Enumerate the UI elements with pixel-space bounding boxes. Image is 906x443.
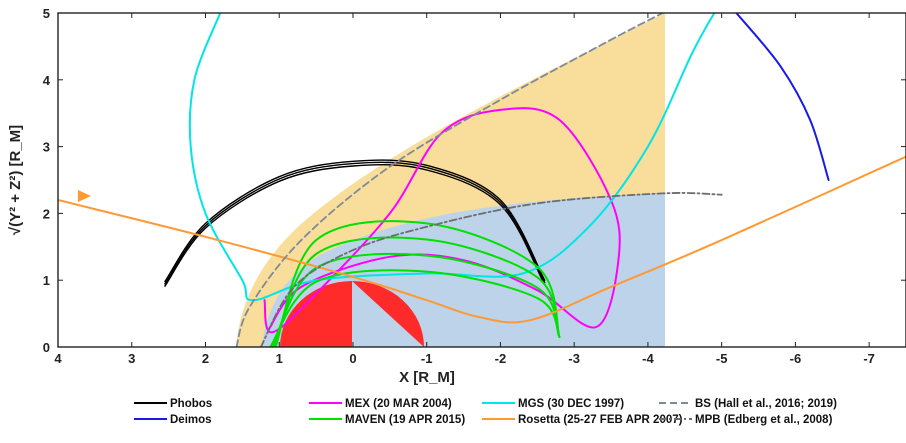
legend: Phobos Deimos MEX (20 MAR 2004) MAVEN (19 A…: [134, 398, 837, 426]
series-rosetta-25-27-feb-apr-2007: [58, 155, 906, 324]
legend-label: Deimos: [170, 414, 212, 426]
y-tick-label: 2: [43, 206, 50, 221]
mars-nightside: [352, 281, 424, 347]
series-layer: [58, 13, 906, 347]
legend-label: MAVEN (19 APR 2015): [345, 414, 465, 426]
legend-label: Rosetta (25-27 FEB APR 2007): [518, 414, 683, 426]
legend-item: MGS (30 DEC 1997): [482, 398, 624, 410]
mars-body: [280, 281, 352, 347]
x-tick-label: -1: [421, 351, 433, 366]
legend-item: Phobos: [134, 398, 212, 410]
x-tick-label: -3: [568, 351, 580, 366]
series-mgs-30-dec-1997: [188, 13, 716, 302]
legend-item: BS (Hall et al., 2016; 2019): [659, 398, 837, 410]
x-tick-label: 1: [276, 351, 283, 366]
x-tick-label: -7: [863, 351, 875, 366]
legend-label: MPB (Edberg et al., 2008): [695, 414, 833, 426]
y-tick-label: 0: [43, 340, 50, 355]
x-ticks: 4 3 2 1 0 -1 -2 -3 -4 -5 -6 -7: [54, 13, 875, 366]
x-tick-label: -5: [716, 351, 728, 366]
series-bs-hall-et-al-2016-2019: [235, 13, 664, 347]
series-line-phobos-0: [164, 159, 546, 283]
plot-frame: [57, 12, 906, 348]
series-line-mgs-30-dec-1997: [188, 13, 716, 302]
series-line-bs-hall-et-al-2016-2019: [235, 13, 664, 347]
legend-item: Rosetta (25-27 FEB APR 2007): [482, 414, 683, 426]
legend-label: Phobos: [170, 398, 212, 410]
legend-item: MEX (20 MAR 2004): [309, 398, 452, 410]
series-deimos: [735, 13, 830, 181]
legend-label: MEX (20 MAR 2004): [345, 398, 452, 410]
series-line-deimos: [735, 13, 830, 181]
series-line-rosetta-25-27-feb-apr-2007: [58, 155, 906, 324]
y-tick-label: 1: [43, 273, 50, 288]
series-line-maven-19-apr-2015-0: [274, 220, 561, 347]
series-line-maven-19-apr-2015-2: [271, 252, 561, 347]
x-axis-label: X [R_M]: [399, 369, 455, 386]
y-tick-label: 3: [43, 140, 50, 155]
x-tick-label: -2: [495, 351, 507, 366]
series-line-mpb-edberg-et-al-2008: [259, 192, 723, 347]
legend-label: BS (Hall et al., 2016; 2019): [695, 398, 837, 410]
x-tick-label: 4: [54, 351, 62, 366]
y-tick-label: 5: [43, 6, 50, 21]
y-axis-label: √(Y² + Z²) [R_M]: [7, 125, 24, 235]
series-line-maven-19-apr-2015-1: [272, 236, 561, 347]
x-tick-label: -4: [642, 351, 654, 366]
legend-item: MPB (Edberg et al., 2008): [659, 414, 833, 426]
y-ticks: 0 1 2 3 4 5: [43, 6, 906, 355]
series-mpb-edberg-et-al-2008: [259, 192, 723, 347]
series-phobos: [164, 159, 546, 287]
y-tick-label: 4: [43, 73, 51, 88]
x-tick-label: 2: [202, 351, 209, 366]
legend-item: MAVEN (19 APR 2015): [309, 414, 465, 426]
legend-item: Deimos: [134, 414, 212, 426]
legend-label: MGS (30 DEC 1997): [518, 398, 624, 410]
rosetta-direction-arrow: [78, 190, 91, 202]
x-tick-label: 3: [128, 351, 135, 366]
x-tick-label: 0: [349, 351, 356, 366]
series-maven-19-apr-2015: [269, 220, 561, 347]
series-line-maven-19-apr-2015-3: [269, 269, 561, 347]
series-line-phobos-1: [164, 161, 546, 285]
x-tick-label: -6: [790, 351, 802, 366]
series-line-phobos-2: [164, 164, 546, 287]
